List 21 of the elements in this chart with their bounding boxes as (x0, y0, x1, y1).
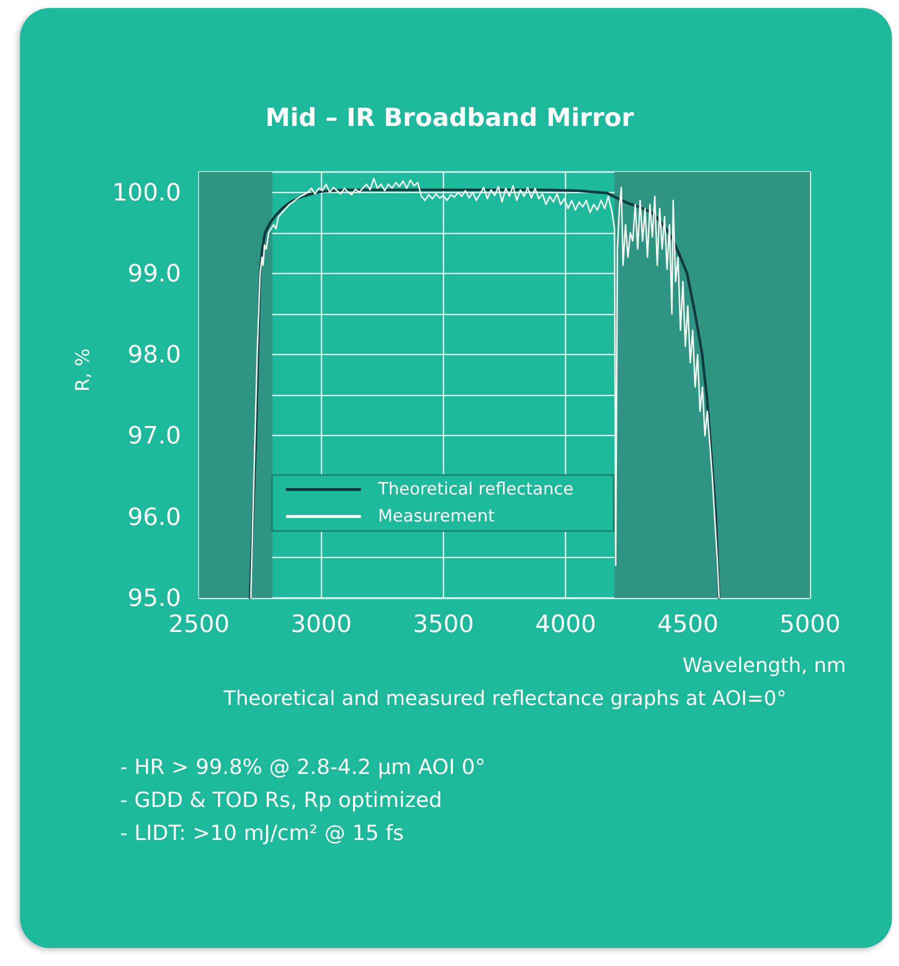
text: - HR > 99.8% @ 2.8-4.2 µm AOI 0° (120, 755, 486, 779)
y-tick-label: 95.0 (128, 584, 181, 612)
y-tick-label: 97.0 (128, 422, 181, 450)
y-tick-label: 99.0 (128, 259, 181, 288)
x-axis-title: Wavelength, nm (682, 653, 846, 677)
x-tick-label: 4000 (535, 610, 596, 638)
text: Theoretical and measured reflectance graphs at AOI=0° (222, 686, 786, 710)
text: - GDD & TOD Rs, Rp optimized (120, 788, 442, 812)
x-tick-label: 5000 (779, 610, 841, 638)
y-tick-label: 100.0 (112, 178, 181, 206)
chart-title: Mid – IR Broadband Mirror (265, 103, 634, 132)
legend-label: Measurement (378, 506, 496, 526)
text: - LIDT: >10 mJ/cm² @ 15 fs (120, 821, 404, 845)
x-tick-label: 2500 (168, 610, 230, 638)
legend-label: Theoretical reflectance (377, 480, 574, 500)
x-tick-label: 3000 (290, 610, 352, 638)
y-axis-title: R, % (72, 348, 94, 392)
x-tick-label: 4500 (657, 610, 718, 638)
x-tick-label: 3500 (412, 610, 474, 638)
y-tick-label: 96.0 (128, 502, 181, 531)
y-tick-label: 98.0 (128, 340, 181, 369)
